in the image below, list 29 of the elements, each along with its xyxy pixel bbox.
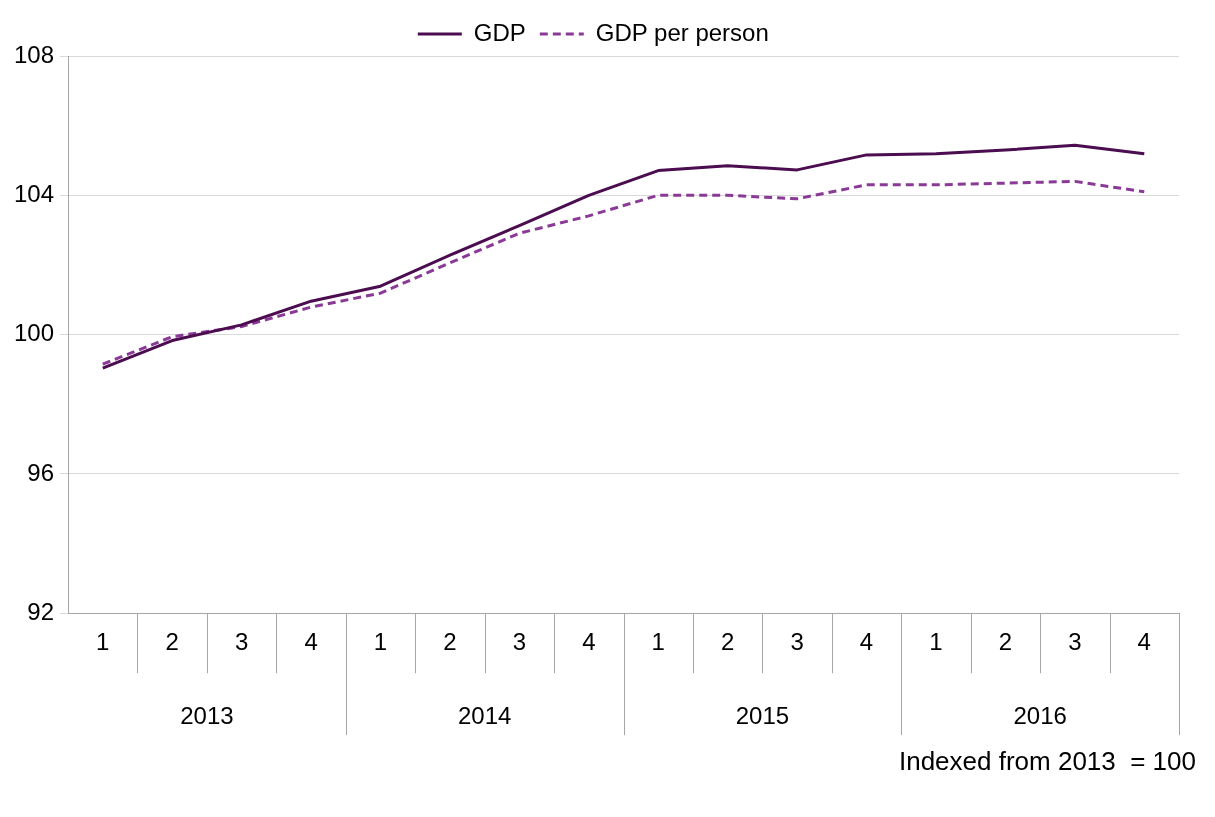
x-tick-label: 4 [582, 628, 596, 656]
y-tick-label: 108 [14, 40, 55, 68]
x-tick-label: 4 [304, 628, 318, 656]
line-series [101, 179, 1146, 366]
y-tick-label: 104 [14, 179, 55, 207]
text: Indexed from 2013 = 100 [898, 746, 1196, 777]
legend-label: GDP per person [595, 18, 769, 46]
x-tick-label: 4 [859, 628, 874, 656]
y-tick-label: 96 [27, 458, 55, 486]
x-tick-label: 2 [998, 628, 1013, 656]
x-tick-label: 3 [512, 628, 527, 656]
text: 2014 [457, 701, 512, 729]
x-tick-label: 1 [651, 628, 665, 656]
x-tick-label: 2 [720, 628, 735, 656]
x-tick-label: 2 [443, 628, 457, 656]
legend-label: GDP [473, 18, 526, 46]
x-tick-label: 1 [373, 628, 388, 656]
text: 2016 [1013, 701, 1067, 729]
x-tick-label: 1 [929, 628, 943, 656]
x-tick-label: 3 [234, 628, 249, 656]
text: 2013 [180, 701, 234, 729]
x-tick-label: 3 [790, 628, 804, 656]
y-tick-label: 100 [14, 319, 55, 347]
x-tick-label: 1 [96, 628, 110, 656]
y-tick-label: 92 [27, 597, 55, 625]
x-tick-label: 2 [165, 628, 179, 656]
x-tick-label: 3 [1068, 628, 1082, 656]
x-tick-label: 4 [1137, 628, 1151, 656]
text: 2015 [735, 701, 790, 729]
